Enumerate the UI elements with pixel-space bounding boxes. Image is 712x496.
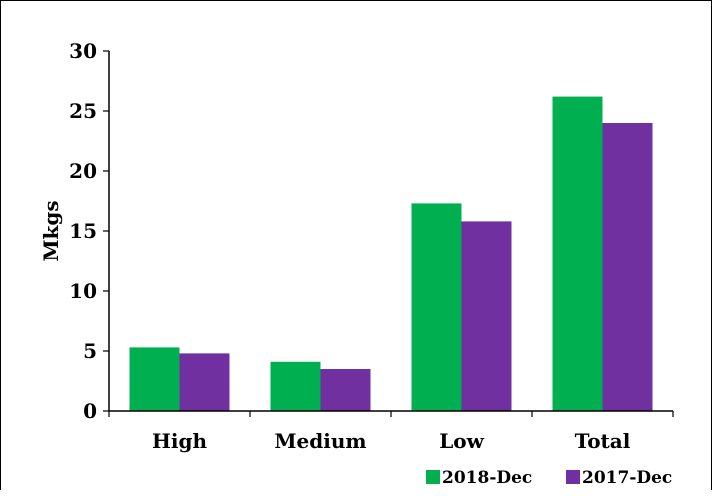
legend-label: 2018-Dec [442, 468, 532, 488]
x-tick-label: Medium [274, 429, 366, 453]
bar-2017-dec-high [179, 353, 230, 411]
x-tick-label: Low [439, 429, 484, 453]
y-tick-label: 25 [69, 99, 97, 123]
x-tick-label: High [152, 429, 207, 453]
legend: 2018-Dec 2017-Dec [426, 468, 672, 488]
y-tick-label: 10 [69, 279, 97, 303]
legend-label: 2017-Dec [582, 468, 672, 488]
y-tick-label: 20 [69, 159, 97, 183]
y-axis-ticks: 0 5 10 15 20 25 30 [69, 39, 109, 423]
bar-2017-dec-medium [320, 369, 371, 411]
legend-swatch-2018-dec [426, 470, 440, 484]
legend-swatch-2017-dec [566, 470, 580, 484]
bar-2018-dec-high [129, 347, 180, 411]
bars [129, 96, 653, 411]
y-tick-label: 30 [69, 39, 97, 63]
y-tick-label: 5 [83, 339, 97, 363]
bar-2017-dec-low [461, 221, 512, 411]
bar-2017-dec-total [602, 123, 653, 411]
x-tick-label: Total [575, 429, 631, 453]
y-axis-label: Mkgs [39, 200, 63, 261]
y-tick-label: 0 [83, 399, 97, 423]
bar-2018-dec-medium [270, 361, 321, 411]
bar-2018-dec-low [411, 203, 462, 411]
y-tick-label: 15 [69, 219, 97, 243]
bar-2018-dec-total [552, 96, 603, 411]
x-axis-ticks: High Medium Low Total [108, 411, 674, 453]
